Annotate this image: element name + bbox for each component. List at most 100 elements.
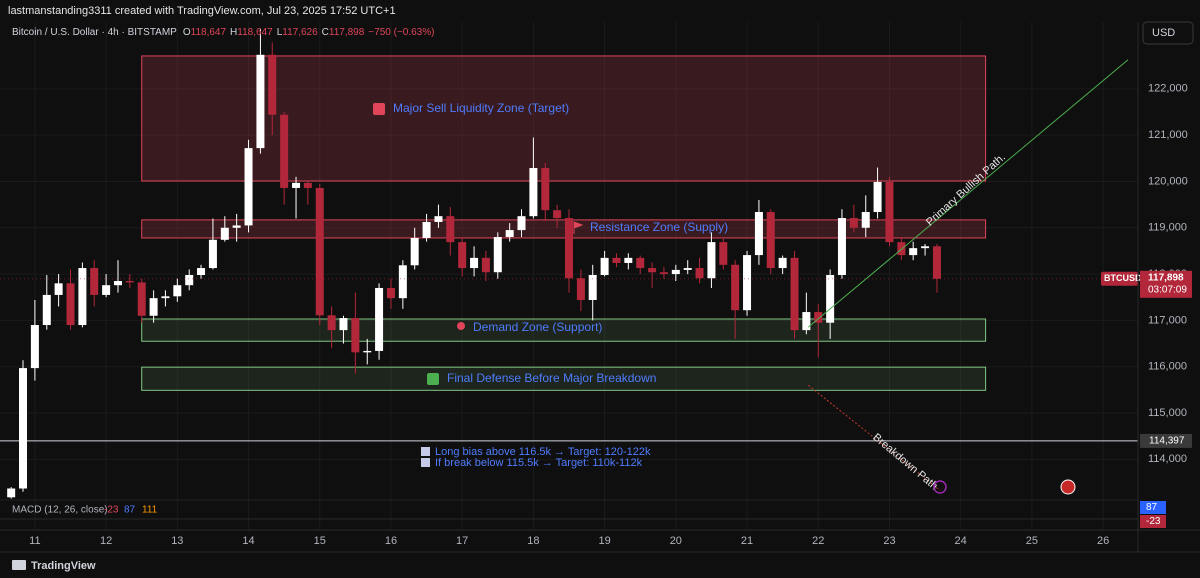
candle-body	[897, 242, 906, 256]
x-tick-label: 11	[29, 535, 40, 547]
candle-body	[826, 275, 835, 323]
candle-body	[398, 265, 407, 299]
legend-key: L	[277, 27, 283, 38]
note: Long bias above 116.5k → Target: 120-122…	[435, 446, 651, 458]
candle-body	[422, 221, 431, 238]
candle-body	[861, 212, 870, 228]
macd-label: MACD (12, 26, close)	[12, 505, 108, 516]
countdown-label: 03:07:09	[1148, 284, 1187, 295]
candle-body	[481, 257, 490, 273]
macd-value: -23	[104, 505, 119, 516]
brand-logo	[12, 560, 26, 570]
symbol-box	[1101, 271, 1138, 286]
y-tick-label: 116,000	[1148, 361, 1187, 373]
legend-key: C	[322, 27, 329, 38]
candle-body	[339, 318, 348, 331]
candle-body	[42, 294, 51, 326]
candle-body	[315, 187, 324, 316]
currency-label[interactable]: USD	[1152, 27, 1175, 39]
candle-body	[885, 181, 894, 243]
hline-label: 114,397	[1149, 436, 1185, 447]
candle-body	[731, 264, 740, 311]
candle-body	[161, 296, 170, 299]
candle-body	[90, 268, 99, 295]
note: If break below 115.5k → Target: 110k-112…	[435, 457, 643, 469]
last-price-box	[1140, 270, 1192, 298]
zone	[141, 219, 987, 239]
candle-body	[19, 368, 28, 489]
x-tick-label: 13	[171, 535, 183, 547]
legend-value: 117,898	[329, 27, 365, 38]
candle-body	[434, 216, 443, 222]
candle-body	[303, 182, 312, 188]
event-flag-icon[interactable]	[1060, 479, 1076, 495]
candle-body	[173, 285, 182, 297]
macd-value: 111	[142, 505, 158, 516]
zone-icon	[427, 373, 439, 385]
macd-axis-box	[1140, 501, 1166, 514]
y-tick-label: 114,000	[1148, 453, 1187, 465]
candle-body	[327, 315, 336, 331]
legend: Bitcoin / U.S. Dollar · 4h · BITSTAMP O11…	[12, 27, 434, 38]
zone-icon	[573, 221, 584, 234]
macd-axis-label: 87	[1146, 502, 1158, 513]
macd-axis-label: -23	[1146, 516, 1161, 527]
zone-icon	[457, 322, 465, 330]
candle-body	[695, 268, 704, 279]
y-tick-label: 117,000	[1148, 314, 1187, 326]
x-tick-label: 19	[598, 535, 610, 547]
candle-body	[244, 148, 253, 226]
candles-layer	[7, 28, 941, 499]
candle-body	[754, 212, 763, 256]
candle-body	[671, 269, 680, 275]
candle-body	[683, 268, 692, 270]
candle-body	[410, 237, 419, 266]
credit: lastmanstanding3311 created with Trading…	[8, 5, 396, 17]
x-tick-label: 12	[100, 535, 112, 547]
brand: TradingView	[31, 560, 96, 572]
macd-axis-box	[1140, 515, 1166, 528]
candle-body	[624, 257, 633, 263]
candle-body	[220, 227, 229, 240]
candle-body	[612, 257, 621, 263]
symbol-label: BTCUSD	[1104, 273, 1142, 283]
candle-body	[114, 281, 123, 286]
candle-body	[766, 212, 775, 269]
x-tick-label: 23	[883, 535, 895, 547]
zone-label: Demand Zone (Support)	[473, 320, 602, 334]
trend-path	[807, 59, 1129, 328]
candle-body	[185, 275, 194, 286]
candle-body	[125, 281, 134, 283]
candle-body	[707, 242, 716, 279]
candle-body	[102, 285, 111, 295]
candle-body	[292, 182, 301, 188]
x-tick-label: 26	[1097, 535, 1109, 547]
candle-body	[565, 218, 573, 279]
candle-body	[137, 282, 146, 316]
x-tick-label: 25	[1026, 535, 1038, 547]
x-tick-label: 21	[741, 535, 753, 547]
zone-label: Major Sell Liquidity Zone (Target)	[393, 101, 569, 115]
candle-body	[517, 216, 526, 231]
legend-value: 118,647	[191, 27, 227, 38]
currency-button[interactable]	[1142, 21, 1194, 45]
event-icon[interactable]	[933, 480, 947, 494]
candle-body	[588, 275, 597, 301]
x-tick-label: 22	[812, 535, 824, 547]
candle-body	[814, 312, 823, 323]
candle-body	[375, 287, 384, 351]
candle-body	[743, 255, 752, 311]
price-label-box	[1140, 433, 1192, 448]
candle-body	[363, 350, 372, 353]
trend-path	[807, 384, 941, 491]
legend-key: H	[230, 27, 237, 38]
candle-body	[505, 230, 514, 238]
legend-change: −750 (−0.63%)	[368, 27, 434, 38]
candle-body	[873, 181, 882, 213]
candle-body	[921, 246, 930, 249]
zone-label: Resistance Zone (Supply)	[590, 220, 728, 234]
candle-body	[849, 218, 858, 228]
